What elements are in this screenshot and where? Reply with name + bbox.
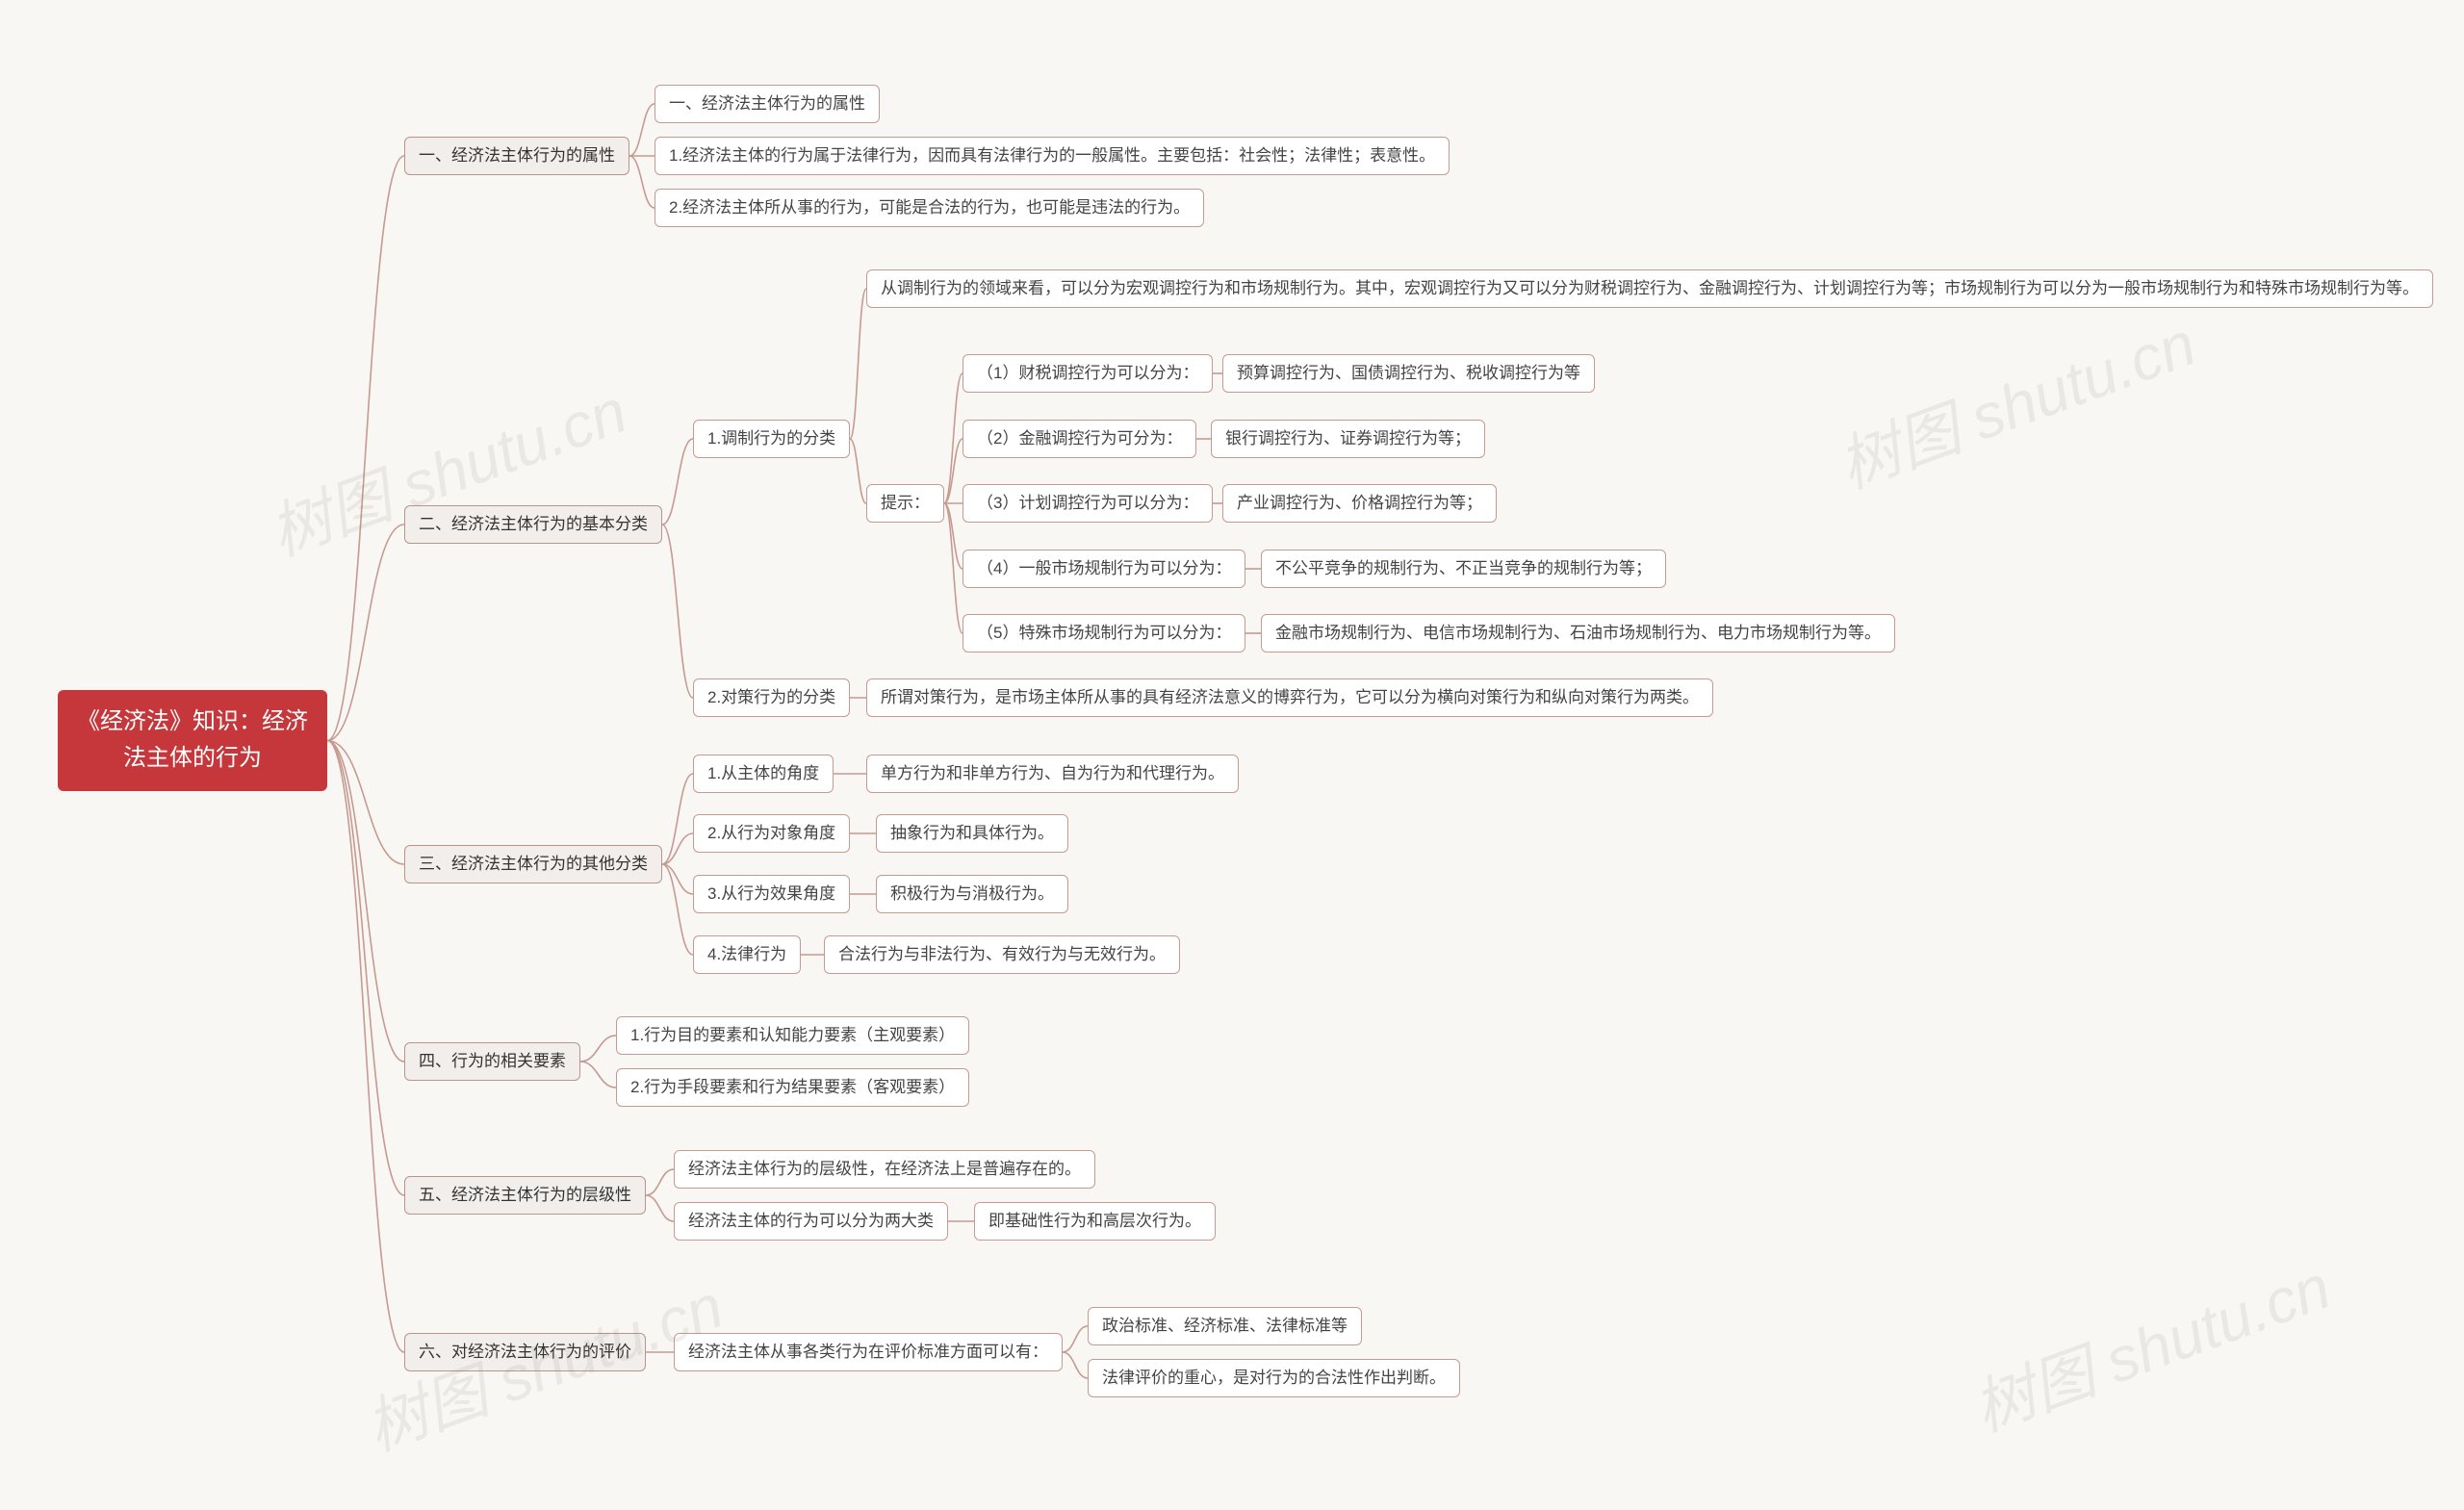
mindmap-node[interactable]: 抽象行为和具体行为。 xyxy=(876,814,1068,853)
mindmap-node[interactable]: 2.经济法主体所从事的行为，可能是合法的行为，也可能是违法的行为。 xyxy=(654,189,1204,227)
mindmap-node[interactable]: 单方行为和非单方行为、自为行为和代理行为。 xyxy=(866,755,1239,793)
mindmap-node[interactable]: 所谓对策行为，是市场主体所从事的具有经济法意义的博弈行为，它可以分为横向对策行为… xyxy=(866,678,1713,717)
mindmap-node[interactable]: 积极行为与消极行为。 xyxy=(876,875,1068,913)
mindmap-node[interactable]: 经济法主体从事各类行为在评价标准方面可以有： xyxy=(674,1333,1063,1371)
mindmap-node[interactable]: 1.从主体的角度 xyxy=(693,755,834,793)
mindmap-node[interactable]: （4）一般市场规制行为可以分为： xyxy=(962,550,1245,588)
mindmap-node[interactable]: 五、经济法主体行为的层级性 xyxy=(404,1176,646,1215)
mindmap-node[interactable]: 政治标准、经济标准、法律标准等 xyxy=(1088,1307,1362,1345)
mindmap-node[interactable]: 产业调控行为、价格调控行为等； xyxy=(1222,484,1497,523)
mindmap-node[interactable]: 4.法律行为 xyxy=(693,935,801,974)
mindmap-node[interactable]: 1.行为目的要素和认知能力要素（主观要素） xyxy=(616,1016,969,1055)
mindmap-node[interactable]: （2）金融调控行为可分为： xyxy=(962,420,1196,458)
mindmap-node[interactable]: 预算调控行为、国债调控行为、税收调控行为等 xyxy=(1222,354,1595,393)
mindmap-node[interactable]: 从调制行为的领域来看，可以分为宏观调控行为和市场规制行为。其中，宏观调控行为又可… xyxy=(866,269,2433,308)
watermark: 树图 shutu.cn xyxy=(1960,1238,2341,1448)
mindmap-node[interactable]: 法律评价的重心，是对行为的合法性作出判断。 xyxy=(1088,1359,1460,1397)
mindmap-node[interactable]: 经济法主体的行为可以分为两大类 xyxy=(674,1202,948,1241)
mindmap-node[interactable]: 一、经济法主体行为的属性 xyxy=(654,85,880,123)
mindmap-node[interactable]: 即基础性行为和高层次行为。 xyxy=(974,1202,1216,1241)
mindmap-node[interactable]: 二、经济法主体行为的基本分类 xyxy=(404,505,662,544)
mindmap-node[interactable]: 2.对策行为的分类 xyxy=(693,678,850,717)
mindmap-node[interactable]: （3）计划调控行为可以分为： xyxy=(962,484,1213,523)
mindmap-node[interactable]: 六、对经济法主体行为的评价 xyxy=(404,1333,646,1371)
mindmap-canvas: { "background_color": "#f9f7f4", "connec… xyxy=(0,0,2464,1510)
mindmap-node[interactable]: 一、经济法主体行为的属性 xyxy=(404,137,629,175)
mindmap-node[interactable]: 不公平竞争的规制行为、不正当竞争的规制行为等； xyxy=(1261,550,1666,588)
mindmap-node[interactable]: 提示： xyxy=(866,484,944,523)
mindmap-node[interactable]: 2.行为手段要素和行为结果要素（客观要素） xyxy=(616,1068,969,1107)
mindmap-node[interactable]: 三、经济法主体行为的其他分类 xyxy=(404,845,662,883)
watermark: 树图 shutu.cn xyxy=(1825,294,2206,505)
mindmap-node[interactable]: 1.经济法主体的行为属于法律行为，因而具有法律行为的一般属性。主要包括：社会性；… xyxy=(654,137,1450,175)
mindmap-node[interactable]: （5）特殊市场规制行为可以分为： xyxy=(962,614,1245,653)
mindmap-node[interactable]: 经济法主体行为的层级性，在经济法上是普遍存在的。 xyxy=(674,1150,1095,1189)
mindmap-node[interactable]: 银行调控行为、证券调控行为等； xyxy=(1211,420,1485,458)
mindmap-node[interactable]: 3.从行为效果角度 xyxy=(693,875,850,913)
mindmap-node[interactable]: 金融市场规制行为、电信市场规制行为、石油市场规制行为、电力市场规制行为等。 xyxy=(1261,614,1895,653)
mindmap-node[interactable]: 1.调制行为的分类 xyxy=(693,420,850,458)
mindmap-node[interactable]: （1）财税调控行为可以分为： xyxy=(962,354,1213,393)
mindmap-node[interactable]: 合法行为与非法行为、有效行为与无效行为。 xyxy=(824,935,1180,974)
mindmap-node[interactable]: 2.从行为对象角度 xyxy=(693,814,850,853)
root-node[interactable]: 《经济法》知识：经济法主体的行为 xyxy=(58,690,327,791)
mindmap-node[interactable]: 四、行为的相关要素 xyxy=(404,1042,580,1081)
